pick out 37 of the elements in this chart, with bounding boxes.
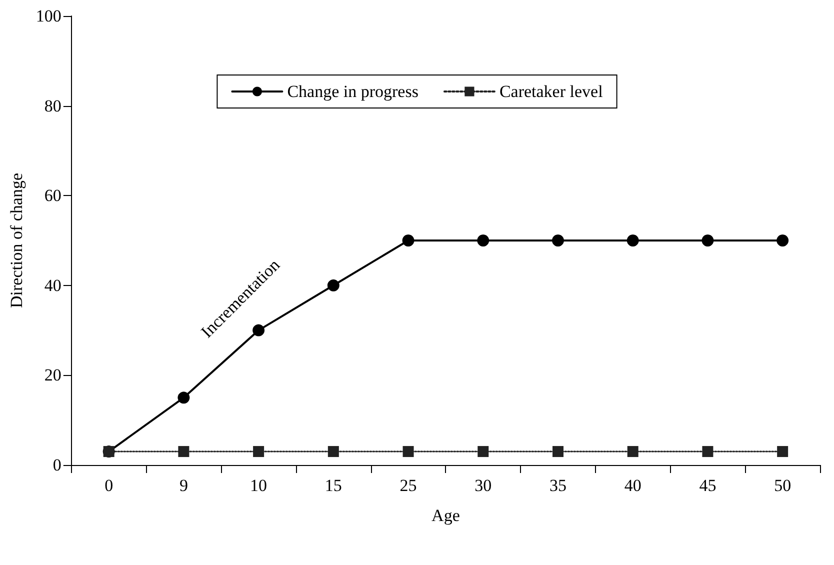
point bbox=[477, 234, 490, 246]
legend-label: Change in progress bbox=[287, 82, 418, 101]
y-axis-title: Direction of change bbox=[7, 173, 26, 308]
y-tick-label: 0 bbox=[52, 456, 62, 474]
point bbox=[552, 446, 564, 458]
point bbox=[552, 234, 564, 246]
point bbox=[253, 446, 264, 458]
y-tick-label: 100 bbox=[36, 6, 62, 26]
legend-label: Caretaker level bbox=[499, 82, 604, 101]
x-tick-label: 35 bbox=[549, 476, 566, 495]
x-tick-label: 25 bbox=[400, 476, 417, 495]
x-axis-title: Age bbox=[432, 506, 460, 525]
x-tick-label: 45 bbox=[699, 476, 716, 495]
point bbox=[702, 446, 714, 458]
x-tick-label: 40 bbox=[624, 476, 642, 495]
y-tick-label: 60 bbox=[44, 186, 62, 206]
point bbox=[627, 446, 638, 458]
point bbox=[328, 446, 339, 458]
point bbox=[178, 392, 190, 404]
point bbox=[178, 446, 190, 458]
x-tick-label: 0 bbox=[104, 476, 114, 495]
x-tick-label: 30 bbox=[474, 476, 492, 495]
point bbox=[702, 234, 714, 246]
y-tick-label: 20 bbox=[44, 366, 62, 385]
x-tick-label: 9 bbox=[179, 476, 188, 495]
point bbox=[402, 234, 414, 246]
y-tick-label: 80 bbox=[44, 96, 62, 116]
point bbox=[776, 234, 789, 246]
x-tick-label: 10 bbox=[250, 476, 268, 495]
y-tick-label: 40 bbox=[44, 276, 62, 295]
x-tick-label: 50 bbox=[774, 476, 792, 495]
point bbox=[478, 446, 489, 458]
x-tick-label: 15 bbox=[324, 476, 342, 495]
point bbox=[402, 446, 414, 458]
point bbox=[626, 234, 639, 246]
point bbox=[327, 279, 340, 292]
point bbox=[777, 446, 788, 458]
